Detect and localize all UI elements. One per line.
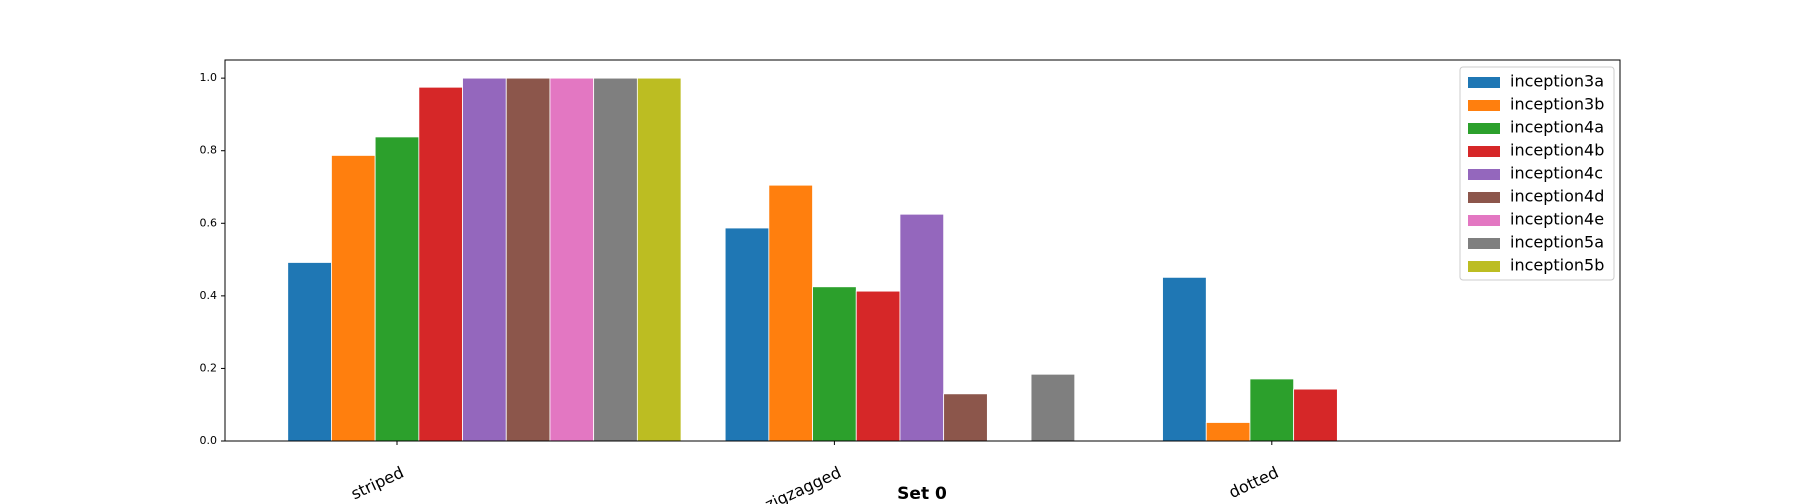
bar [855,290,901,442]
y-tick-label: 1.0 [200,71,218,84]
bar [724,227,770,442]
legend-label: inception4e [1510,210,1604,229]
x-tick-label: striped [348,463,407,504]
legend-box [1459,66,1615,281]
bar [812,286,857,442]
bar [374,136,420,442]
legend-label: inception5a [1510,233,1604,252]
legend-swatch [1468,238,1500,249]
y-tick-label: 0.0 [200,434,218,447]
bar [1030,373,1076,442]
bar [1162,276,1207,442]
axes-frame [224,59,1621,442]
bar [593,77,638,442]
bar [287,262,332,442]
bar [636,77,682,442]
x-axis-label: Set 0 [897,484,947,504]
legend-label: inception4c [1510,164,1603,183]
bar [1293,388,1338,442]
bar [549,77,595,442]
y-tick-label: 0.8 [200,144,218,157]
legend-label: inception4a [1510,118,1604,137]
legend-swatch [1468,261,1500,272]
bar [462,77,507,442]
bar [1249,378,1295,442]
bar [768,184,813,442]
legend-label: inception4d [1510,187,1604,206]
y-tick-label: 0.4 [200,289,218,302]
bar [943,393,988,442]
x-tick-label: zigzagged [762,463,844,504]
bar [418,86,463,442]
legend-swatch [1468,169,1500,180]
bar [331,155,376,442]
legend-label: inception4b [1510,141,1604,160]
legend-label: inception5b [1510,256,1604,275]
legend-swatch [1468,146,1500,157]
bar [1205,422,1251,442]
legend-swatch [1468,100,1500,111]
legend-label: inception3b [1510,95,1604,114]
legend-swatch [1468,77,1500,88]
legend-swatch [1468,123,1500,134]
y-tick-label: 0.6 [200,216,218,229]
y-tick-label: 0.2 [200,361,218,374]
bar [505,77,551,442]
legend-swatch [1468,192,1500,203]
legend-swatch [1468,215,1500,226]
legend-label: inception3a [1510,72,1604,91]
x-tick-label: dotted [1226,463,1282,502]
bar [899,213,945,442]
